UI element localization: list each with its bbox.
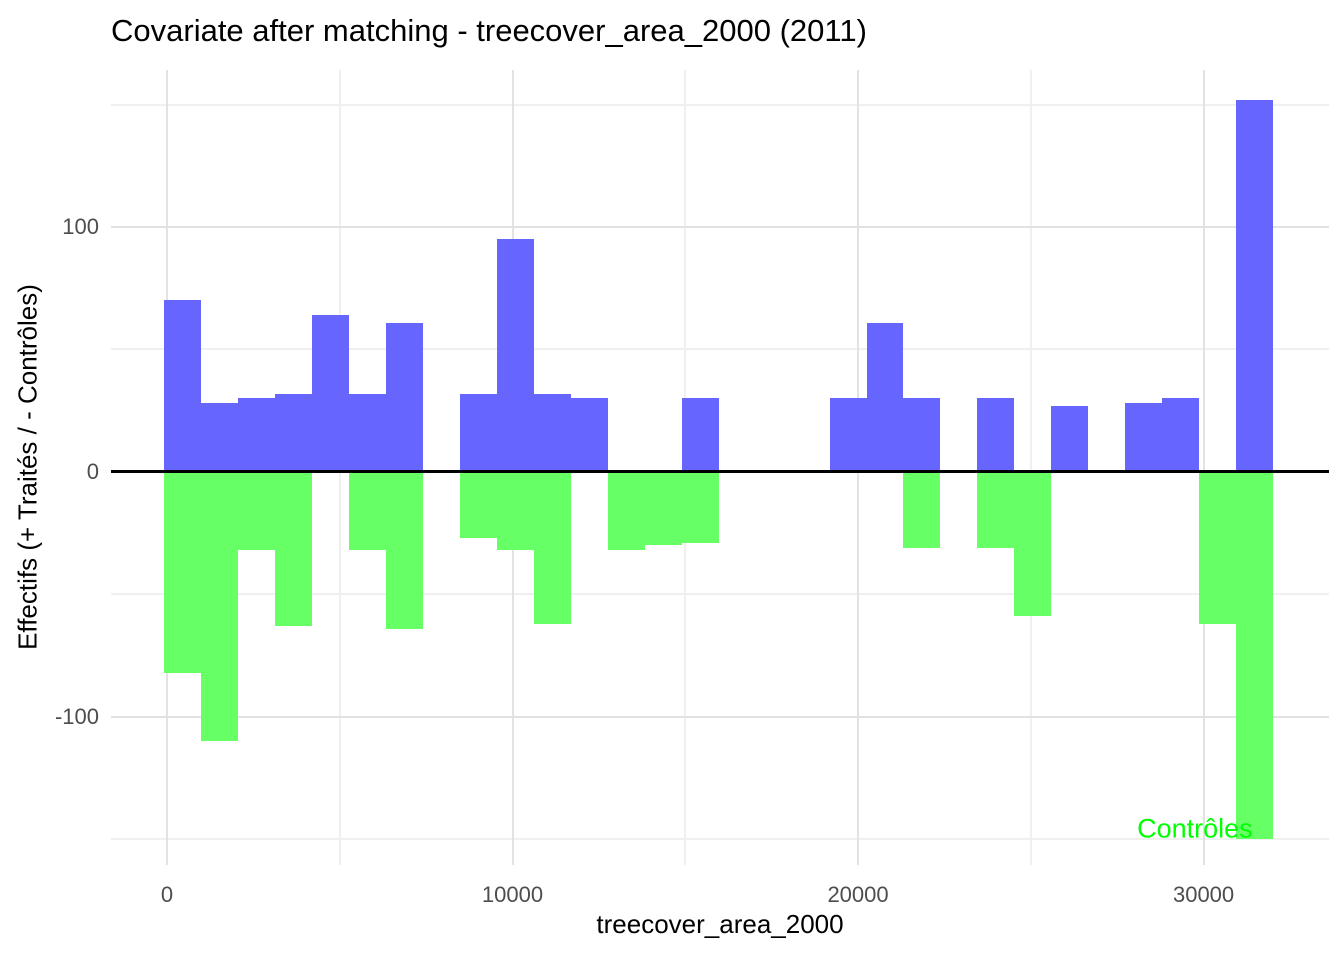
y-tick-label: 100 (62, 213, 99, 239)
treated-bar (829, 398, 867, 472)
treated-bar (496, 239, 534, 472)
control-bar (274, 471, 312, 627)
control-bar (385, 471, 423, 629)
treated-bar (274, 393, 312, 472)
plot-title: Covariate after matching - treecover_are… (111, 13, 867, 48)
treated-bar (201, 403, 238, 472)
control-bar (977, 471, 1015, 548)
treated-bar (459, 393, 497, 472)
control-bar (1236, 471, 1274, 840)
treated-bar (533, 393, 571, 472)
treated-bar (348, 393, 386, 472)
y-tick-label: 0 (86, 458, 99, 484)
gridline-y-minor (111, 103, 1329, 106)
control-bar (644, 471, 682, 546)
control-bar (607, 471, 645, 551)
treated-bar (903, 398, 941, 472)
treated-bar (1125, 403, 1163, 472)
control-bar (201, 471, 238, 742)
gridline-y-minor (111, 838, 1329, 841)
gridline-y-major (111, 715, 1329, 718)
treated-bar (570, 398, 608, 472)
treated-bar (1162, 398, 1200, 472)
gridline-y-major (111, 225, 1329, 228)
treated-bar (164, 300, 201, 472)
gridline-y-minor (111, 593, 1329, 596)
x-tick-label: 10000 (481, 882, 544, 907)
control-bar (533, 471, 571, 624)
y-tick-label: -100 (54, 703, 99, 729)
control-bar (237, 471, 275, 551)
treated-bar (681, 398, 719, 472)
control-bar (1199, 471, 1237, 624)
treated-bar (1236, 99, 1274, 472)
control-bar (496, 471, 534, 551)
control-bar (348, 471, 386, 551)
x-axis-title: treecover_area_2000 (596, 909, 844, 939)
treated-bar (1051, 405, 1089, 472)
x-tick-label: 30000 (1172, 882, 1235, 907)
treated-bar (385, 322, 423, 472)
plot-area: Contrôles (111, 70, 1329, 865)
treated-bar (977, 398, 1015, 472)
x-tick-label: 0 (160, 882, 174, 907)
control-bar (164, 471, 201, 673)
treated-bar (311, 315, 349, 472)
control-bar (459, 471, 497, 539)
gridline-x-minor (1029, 70, 1032, 865)
zero-line (111, 470, 1329, 474)
treated-bar (866, 322, 904, 472)
control-bar (903, 471, 941, 548)
gridline-x-major (1202, 70, 1205, 865)
gridline-y-minor (111, 348, 1329, 351)
y-axis-title: Effectifs (+ Traités / - Contrôles) (12, 284, 43, 650)
x-tick-label: 20000 (827, 882, 889, 907)
controles-annotation: Contrôles (1137, 813, 1253, 844)
control-bar (1014, 471, 1052, 617)
control-bar (681, 471, 719, 543)
treated-bar (237, 398, 275, 472)
